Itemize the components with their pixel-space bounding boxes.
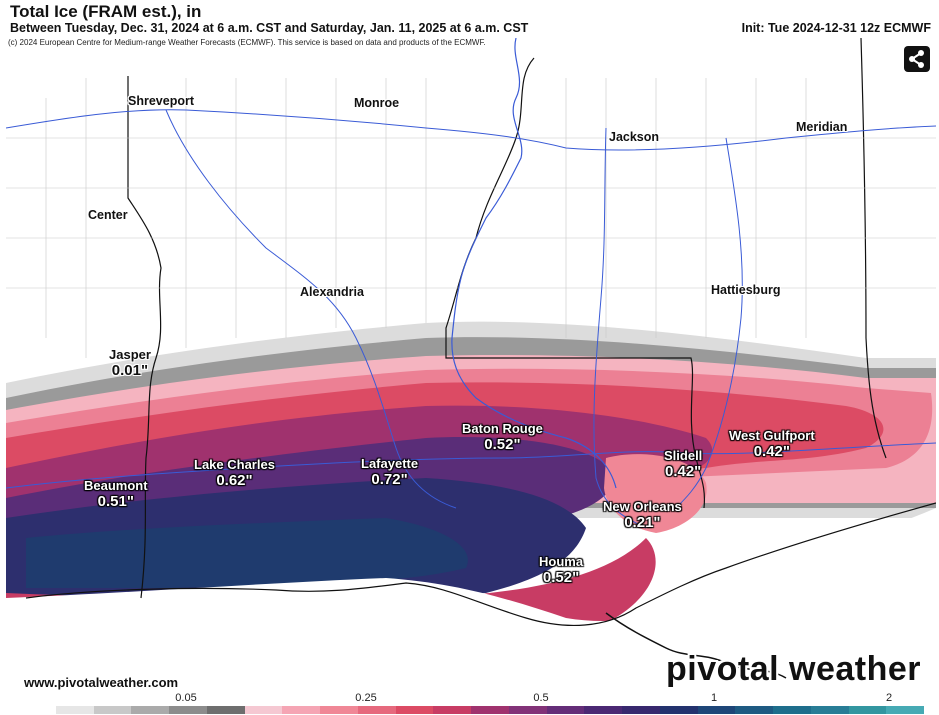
ice-accumulation-map[interactable]: (c) 2024 European Centre for Medium-rang… bbox=[6, 38, 936, 692]
ice-point: West Gulfport 0.42" bbox=[729, 428, 815, 460]
city-label: Hattiesburg bbox=[711, 283, 781, 297]
scale-swatch bbox=[773, 706, 811, 714]
scale-swatch bbox=[584, 706, 622, 714]
point-name: New Orleans bbox=[603, 499, 682, 514]
point-name: West Gulfport bbox=[729, 428, 815, 443]
point-value: 0.01" bbox=[111, 362, 149, 379]
scale-swatch bbox=[244, 706, 283, 714]
city-label: Monroe bbox=[354, 96, 400, 110]
share-icon bbox=[909, 50, 924, 68]
point-value: 0.72" bbox=[371, 471, 408, 488]
scale-swatch bbox=[395, 706, 434, 714]
map-canvas bbox=[6, 38, 936, 692]
ice-point: Beaumont 0.51" bbox=[84, 478, 148, 510]
gulf-water bbox=[6, 508, 936, 692]
header: Total Ice (FRAM est.), in Between Tuesda… bbox=[0, 0, 939, 38]
scale-swatch bbox=[169, 706, 207, 714]
scale-swatch bbox=[471, 706, 509, 714]
ice-point: New Orleans 0.21" bbox=[603, 499, 682, 531]
scale-swatch bbox=[131, 706, 169, 714]
model-init: Init: Tue 2024-12-31 12z ECMWF bbox=[741, 21, 931, 35]
highways bbox=[6, 109, 936, 529]
ice-point: Baton Rouge 0.52" bbox=[462, 421, 543, 453]
point-name: Baton Rouge bbox=[462, 421, 543, 436]
map-title: Total Ice (FRAM est.), in bbox=[10, 2, 202, 21]
point-value: 0.62" bbox=[216, 472, 253, 489]
ice-point: Slidell 0.42" bbox=[664, 448, 702, 480]
scale-swatch bbox=[18, 706, 56, 714]
scale-swatch bbox=[508, 706, 547, 714]
scale-swatch bbox=[357, 706, 396, 714]
mississippi-river bbox=[451, 38, 617, 489]
point-name: Lafayette bbox=[361, 456, 419, 471]
county-lines bbox=[6, 78, 936, 358]
point-name: Houma bbox=[539, 554, 584, 569]
point-name: Lake Charles bbox=[194, 457, 275, 472]
copyright-notice: (c) 2024 European Centre for Medium-rang… bbox=[8, 38, 486, 47]
point-value: 0.21" bbox=[624, 514, 661, 531]
point-value: 0.42" bbox=[664, 463, 702, 480]
scale-tick: 0.25 bbox=[355, 692, 377, 704]
point-value: 0.42" bbox=[753, 443, 790, 460]
site-url[interactable]: www.pivotalweather.com bbox=[24, 675, 179, 690]
color-scale: 0.05 0.25 0.5 1 2 bbox=[0, 692, 939, 715]
share-button[interactable] bbox=[904, 46, 930, 72]
new-orleans-pocket bbox=[604, 454, 707, 533]
scale-swatch bbox=[810, 706, 849, 714]
coastline bbox=[25, 502, 936, 626]
ice-point: Lake Charles 0.62" bbox=[194, 457, 275, 489]
ms-al-border bbox=[860, 38, 887, 459]
scale-swatch bbox=[282, 706, 320, 714]
ice-point: Houma 0.52" bbox=[539, 554, 583, 586]
scale-swatch bbox=[886, 706, 924, 714]
point-value: 0.52" bbox=[542, 569, 580, 586]
ice-point: Lafayette 0.72" bbox=[361, 456, 418, 488]
point-name: Slidell bbox=[664, 448, 703, 463]
city-label: Jackson bbox=[609, 130, 660, 144]
tx-la-border bbox=[127, 76, 162, 599]
scale-tick: 2 bbox=[885, 692, 893, 704]
delta-coast bbox=[605, 612, 787, 679]
scale-swatch bbox=[320, 706, 358, 714]
city-label: Alexandria bbox=[300, 285, 364, 299]
point-value: 0.51" bbox=[97, 493, 134, 510]
city-label: Center bbox=[88, 208, 128, 222]
ice-point: Jasper 0.01" bbox=[109, 347, 151, 379]
city-label: Meridian bbox=[796, 120, 848, 134]
scale-swatch bbox=[55, 706, 94, 714]
scale-swatch bbox=[546, 706, 585, 714]
scale-tick: 0.05 bbox=[175, 692, 197, 704]
scale-swatch bbox=[848, 706, 887, 714]
valid-period: Between Tuesday, Dec. 31, 2024 at 6 a.m.… bbox=[10, 21, 529, 35]
point-name: Jasper bbox=[109, 347, 151, 362]
brand-logo: pivotal weather bbox=[666, 650, 922, 688]
scale-swatch bbox=[433, 706, 471, 714]
scale-swatch bbox=[697, 706, 736, 714]
scale-swatch bbox=[622, 706, 660, 714]
scale-bar bbox=[18, 706, 924, 714]
scale-swatch bbox=[659, 706, 698, 714]
ice-band-deep bbox=[26, 518, 468, 588]
scale-swatch bbox=[735, 706, 773, 714]
scale-swatch bbox=[93, 706, 132, 714]
point-name: Beaumont bbox=[84, 478, 148, 493]
scale-swatch bbox=[206, 706, 245, 714]
city-label: Shreveport bbox=[128, 94, 194, 108]
scale-tick: 0.5 bbox=[533, 692, 549, 704]
point-value: 0.52" bbox=[484, 436, 521, 453]
scale-tick: 1 bbox=[710, 692, 718, 704]
